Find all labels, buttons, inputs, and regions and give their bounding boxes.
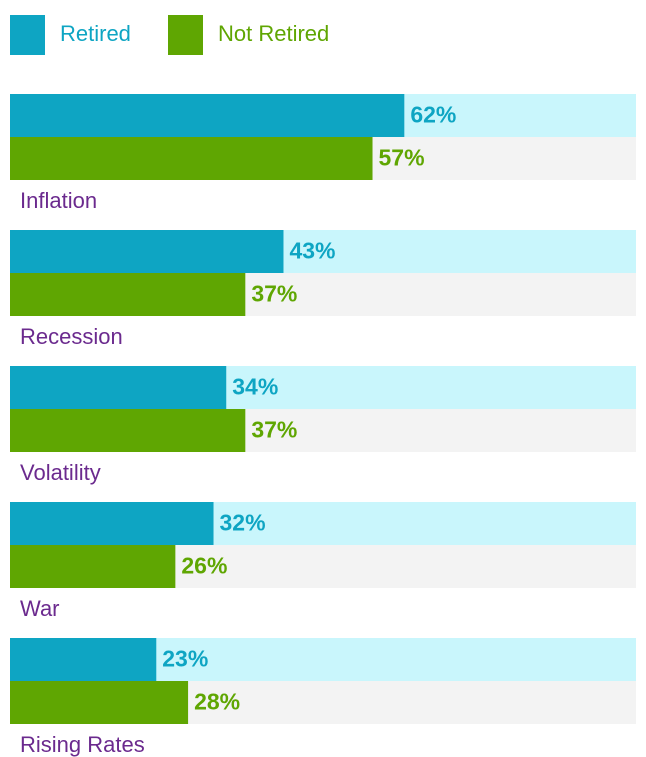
legend-swatch — [10, 15, 45, 55]
value-label: 62% — [410, 102, 456, 128]
bar — [10, 366, 227, 409]
category-label: War — [20, 596, 60, 621]
category-label: Volatility — [20, 460, 101, 485]
bar — [10, 545, 176, 588]
legend-label: Not Retired — [218, 21, 329, 46]
legend-label: Retired — [60, 21, 131, 46]
value-label: 23% — [162, 646, 208, 672]
value-label: 28% — [194, 689, 240, 715]
bar — [10, 681, 189, 724]
category-label: Inflation — [20, 188, 97, 213]
value-label: 37% — [251, 281, 297, 307]
value-label: 34% — [232, 374, 278, 400]
bar — [10, 137, 373, 180]
legend-swatch — [168, 15, 203, 55]
value-label: 57% — [379, 145, 425, 171]
value-label: 26% — [181, 553, 227, 579]
value-label: 37% — [251, 417, 297, 443]
value-label: 43% — [289, 238, 335, 264]
bar — [10, 230, 284, 273]
bar — [10, 94, 405, 137]
bar — [10, 273, 246, 316]
category-label: Rising Rates — [20, 732, 145, 757]
bar — [10, 409, 246, 452]
value-label: 32% — [220, 510, 266, 536]
bar — [10, 502, 214, 545]
bar — [10, 638, 157, 681]
category-label: Recession — [20, 324, 123, 349]
